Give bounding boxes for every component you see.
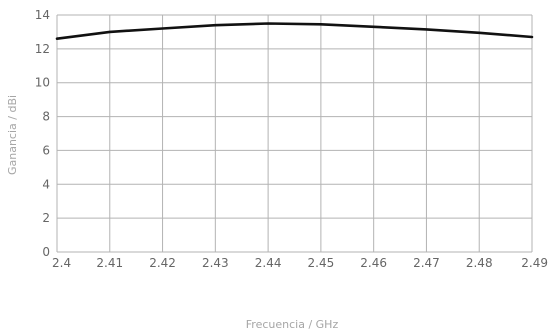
- y-tick-label: 2: [42, 211, 50, 225]
- y-tick-label: 6: [42, 143, 50, 157]
- y-axis-ticks: 0 2 4 6 8 10 12 14: [35, 8, 50, 259]
- x-tick-label: 2.47: [413, 256, 440, 270]
- y-tick-label: 14: [35, 8, 50, 22]
- y-tick-label: 0: [42, 245, 50, 259]
- y-axis-label: Ganancia / dBi: [6, 95, 19, 175]
- y-tick-label: 4: [42, 177, 50, 191]
- x-tick-label: 2.4: [52, 256, 71, 270]
- x-axis-label: Frecuencia / GHz: [246, 318, 339, 331]
- y-tick-label: 10: [35, 76, 50, 90]
- x-tick-label: 2.46: [360, 256, 387, 270]
- x-tick-label: 2.43: [202, 256, 229, 270]
- x-tick-label: 2.41: [96, 256, 123, 270]
- x-tick-label: 2.48: [466, 256, 493, 270]
- x-tick-label: 2.49: [521, 256, 548, 270]
- gain-series-line: [55, 22, 534, 41]
- x-tick-label: 2.42: [149, 256, 176, 270]
- series-group: [55, 22, 534, 41]
- x-axis-ticks: 2.4 2.41 2.42 2.43 2.44 2.45 2.46 2.47 2.48 2.49: [52, 256, 548, 270]
- y-tick-label: 8: [42, 110, 50, 124]
- x-tick-label: 2.45: [308, 256, 335, 270]
- grid: [56, 14, 533, 253]
- x-tick-label: 2.44: [255, 256, 282, 270]
- y-tick-label: 12: [35, 42, 50, 56]
